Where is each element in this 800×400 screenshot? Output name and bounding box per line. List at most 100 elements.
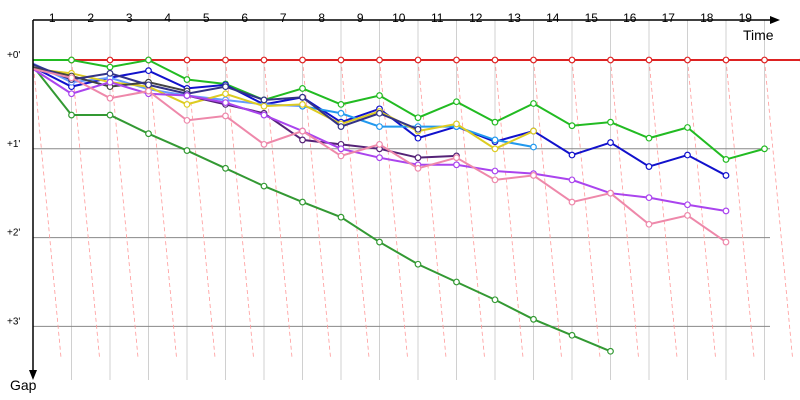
data-point bbox=[568, 151, 576, 159]
lap-diagonal bbox=[186, 59, 216, 358]
x-tick-label: 4 bbox=[164, 11, 171, 25]
data-point bbox=[299, 56, 306, 64]
data-point bbox=[106, 111, 114, 119]
data-point bbox=[337, 152, 345, 160]
data-point bbox=[453, 56, 460, 64]
data-point bbox=[645, 163, 653, 170]
x-axis-title: Time bbox=[743, 27, 774, 43]
data-point bbox=[337, 123, 345, 130]
y-tick-label: +0' bbox=[7, 50, 20, 61]
data-point bbox=[453, 120, 460, 128]
data-point bbox=[376, 56, 383, 64]
lap-diagonal bbox=[687, 59, 716, 358]
x-tick-label: 2 bbox=[87, 11, 94, 25]
data-point bbox=[222, 99, 229, 107]
data-point bbox=[684, 151, 691, 159]
data-point bbox=[106, 94, 114, 102]
data-point bbox=[145, 130, 152, 138]
data-point bbox=[106, 78, 114, 86]
data-point bbox=[530, 315, 537, 323]
data-point bbox=[299, 100, 306, 108]
data-point bbox=[414, 260, 422, 268]
x-tick-label: 15 bbox=[585, 11, 599, 25]
x-tick-label: 12 bbox=[469, 11, 483, 25]
x-tick-label: 1 bbox=[49, 11, 56, 25]
data-point bbox=[453, 154, 460, 162]
lap-diagonal bbox=[148, 59, 177, 358]
data-point bbox=[414, 114, 422, 122]
data-point bbox=[607, 118, 614, 126]
series-line bbox=[33, 58, 765, 161]
data-point bbox=[260, 140, 268, 148]
x-tick-label: 16 bbox=[623, 11, 637, 25]
data-point bbox=[722, 156, 730, 163]
lap-diagonal bbox=[764, 59, 793, 358]
data-point bbox=[722, 172, 730, 179]
x-tick-label: 17 bbox=[662, 11, 676, 25]
x-tick-label: 3 bbox=[126, 11, 133, 25]
lap-diagonals bbox=[32, 59, 793, 358]
data-point bbox=[299, 85, 306, 92]
data-point bbox=[530, 143, 537, 151]
data-point bbox=[376, 140, 383, 148]
data-point bbox=[106, 69, 114, 77]
data-point bbox=[568, 56, 576, 64]
data-point bbox=[414, 125, 422, 133]
x-tick-label: 13 bbox=[508, 11, 522, 25]
data-point bbox=[530, 56, 537, 64]
data-point bbox=[68, 90, 75, 98]
x-tick-label: 10 bbox=[392, 11, 406, 25]
data-point bbox=[491, 145, 499, 153]
lap-diagonal bbox=[71, 59, 100, 358]
data-point bbox=[684, 124, 691, 131]
data-point bbox=[568, 122, 576, 130]
data-point bbox=[453, 161, 460, 169]
data-point bbox=[491, 167, 499, 175]
data-point bbox=[299, 127, 306, 135]
y-tick-label: +3' bbox=[7, 316, 20, 327]
data-point bbox=[414, 154, 422, 162]
lap-diagonal bbox=[379, 59, 408, 358]
lap-diagonal bbox=[533, 59, 562, 358]
data-point bbox=[260, 111, 268, 119]
data-point bbox=[337, 145, 345, 153]
series-line bbox=[186, 94, 457, 159]
x-tick-label: 6 bbox=[241, 11, 248, 25]
data-point bbox=[222, 56, 229, 64]
data-point bbox=[145, 56, 152, 64]
data-point bbox=[183, 116, 191, 124]
axes: 1 2 3 4 5 6 7 8 9 10 11 12 13 14 15 16 17 18 19+0'+1'+2'+3… bbox=[7, 11, 780, 380]
data-point bbox=[337, 213, 345, 221]
data-point bbox=[337, 109, 345, 117]
x-tick-label: 14 bbox=[546, 11, 560, 25]
data-point bbox=[645, 56, 653, 64]
y-tick-label: +2' bbox=[7, 228, 20, 239]
lap-diagonal bbox=[648, 59, 678, 358]
data-point bbox=[645, 134, 653, 142]
data-point bbox=[106, 56, 114, 64]
x-tick-label: 5 bbox=[203, 11, 210, 25]
data-point bbox=[183, 92, 191, 99]
data-point bbox=[453, 278, 460, 286]
y-axis-arrow bbox=[29, 370, 37, 380]
data-point bbox=[106, 63, 114, 71]
lap-diagonal bbox=[571, 59, 601, 358]
lap-diagonal bbox=[417, 59, 447, 358]
data-point bbox=[722, 56, 730, 64]
data-point bbox=[414, 56, 422, 64]
data-point bbox=[145, 81, 152, 89]
data-point bbox=[183, 147, 191, 154]
data-point bbox=[761, 145, 768, 153]
data-point bbox=[222, 83, 229, 91]
x-axis-arrow bbox=[770, 16, 780, 24]
data-point bbox=[260, 56, 268, 64]
data-point bbox=[530, 100, 537, 107]
data-point bbox=[68, 56, 75, 64]
data-point bbox=[491, 136, 499, 144]
x-tick-label: 9 bbox=[357, 11, 364, 25]
data-point bbox=[376, 238, 383, 246]
lap-diagonal bbox=[725, 59, 755, 358]
data-point bbox=[684, 211, 691, 219]
data-point bbox=[645, 220, 653, 228]
